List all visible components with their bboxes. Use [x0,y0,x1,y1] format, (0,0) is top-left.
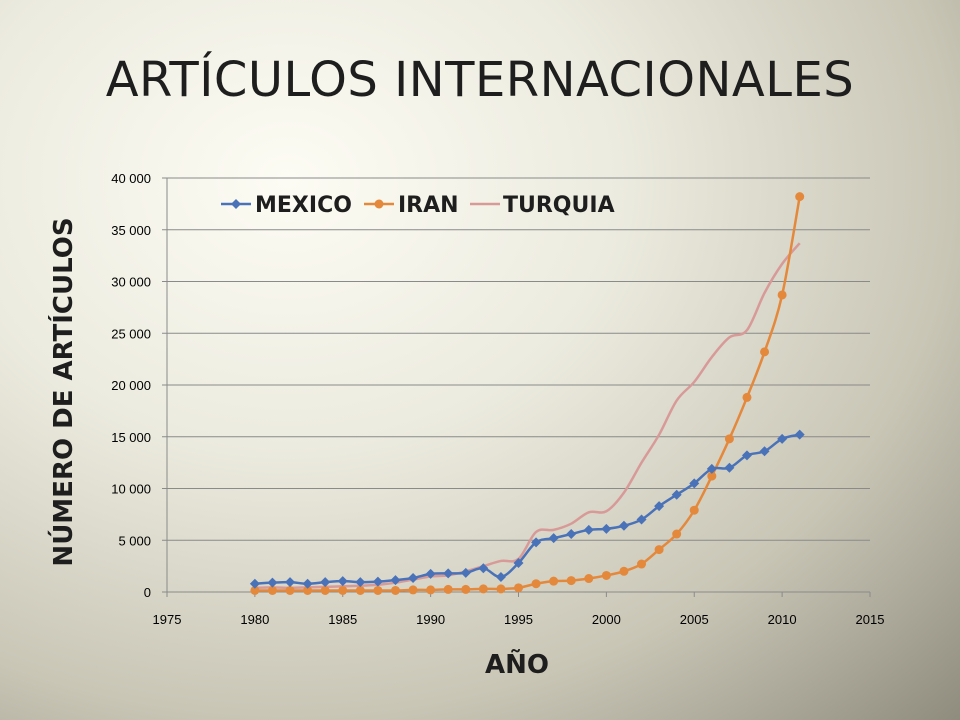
x-tick-label: 1995 [504,612,533,627]
series-iran-point [777,290,787,300]
series-iran-point [689,505,699,515]
series-mexico-point [724,462,735,473]
y-tick-label: 40 000 [111,171,151,186]
series-mexico-line [254,433,800,585]
series-iran-point [566,576,576,586]
series-iran-point [320,585,330,595]
x-axis-ticks: 1975 1980 1985 1990 1995 2000 2005 2010 2015 [153,592,885,627]
series-iran-point [461,584,471,594]
series-mexico-point [372,576,383,587]
series-iran-point [443,584,453,594]
series-mexico-point [654,501,665,512]
series-mexico-point [390,575,401,586]
series-iran-point [514,583,523,593]
series-mexico-point [425,568,436,579]
legend-mexico-label: MEXICO [255,193,352,218]
y-tick-label: 5 000 [118,533,151,548]
series-iran-point [267,585,277,595]
y-tick-label: 25 000 [111,326,151,341]
x-tick-label: 1975 [153,612,182,627]
legend: MEXICO IRAN TURQUIA [221,193,615,218]
series-iran-point [707,471,717,481]
series-iran-point [795,192,805,202]
y-tick-label: 10 000 [111,482,151,497]
x-tick-label: 2015 [856,612,885,627]
series-mexico-point [777,433,788,444]
series-mexico-point [495,571,506,582]
legend-iran-marker [374,199,384,209]
series-iran-point [426,585,436,595]
x-tick-label: 1990 [416,612,445,627]
series-iran-point [654,545,664,555]
series-mexico-point [601,523,612,534]
legend-turquia-label: TURQUIA [503,193,615,218]
series-mexico-point [671,489,682,500]
y-tick-label: 30 000 [111,275,151,290]
series-mexico-point [531,537,542,548]
series-turquia-line [254,242,801,590]
series-iran-point [285,585,295,595]
series-iran-line [254,196,801,592]
legend-iran-label: IRAN [398,193,459,218]
series-iran-point [584,574,594,584]
series-iran-point [619,566,629,576]
series-iran-point [637,559,647,569]
series-mexico-point [548,533,559,544]
series-mexico-point [478,563,489,574]
series-iran-point [250,585,260,595]
series-mexico-point [443,568,454,579]
series-iran-point [724,434,734,444]
series-mexico-point [302,578,313,589]
y-tick-label: 35 000 [111,223,151,238]
gridlines [167,177,870,541]
series-iran-point [373,585,383,595]
x-tick-label: 2010 [768,612,797,627]
series-iran-point [742,392,752,402]
y-axis-title: NÚMERO DE ARTÍCULOS [47,217,79,566]
series-mexico-point [618,520,629,531]
y-tick-label: 20 000 [111,378,151,393]
series-iran-point [408,585,418,595]
series-mexico-point [285,577,296,588]
legend-mexico-marker [231,199,241,209]
series-mexico-point [759,446,770,457]
series-mexico-point [355,577,366,588]
series-mexico-point [689,478,700,489]
series-mexico-point [513,558,524,569]
y-axis-ticks: 0 5 000 10 000 15 000 20 000 25 000 30 000 35 0… [111,171,167,600]
series-iran-point [601,570,611,580]
x-axis-title: AÑO [485,648,549,680]
series-iran-point [355,585,365,595]
series-iran-point [760,347,770,357]
series-mexico-point [337,576,348,587]
series-mexico-point [566,529,577,540]
series-iran-point [672,529,682,539]
series-iran-point [390,585,400,595]
y-tick-label: 0 [144,585,151,600]
x-tick-label: 2005 [680,612,709,627]
series-mexico-point [636,514,647,525]
series-group [249,192,805,595]
series-mexico-point [408,573,419,584]
slide-title: ARTÍCULOS INTERNACIONALES [105,52,855,108]
series-mexico-point [706,463,717,474]
series-iran-point [496,584,506,594]
series-iran-point [549,576,559,586]
series-mexico-point [741,450,752,461]
series-iran-point [478,584,488,594]
x-tick-label: 1985 [328,612,357,627]
x-tick-label: 1980 [240,612,269,627]
y-tick-label: 15 000 [111,430,151,445]
series-iran-point [303,585,313,595]
series-mexico-point [320,577,331,588]
series-mexico-point [267,577,278,588]
series-mexico-point [583,524,594,535]
x-tick-label: 2000 [592,612,621,627]
series-iran-point [531,579,541,589]
series-mexico-point [460,567,471,578]
series-mexico-point [249,578,260,589]
series-iran-point [338,585,348,595]
series-mexico-point [794,429,805,440]
